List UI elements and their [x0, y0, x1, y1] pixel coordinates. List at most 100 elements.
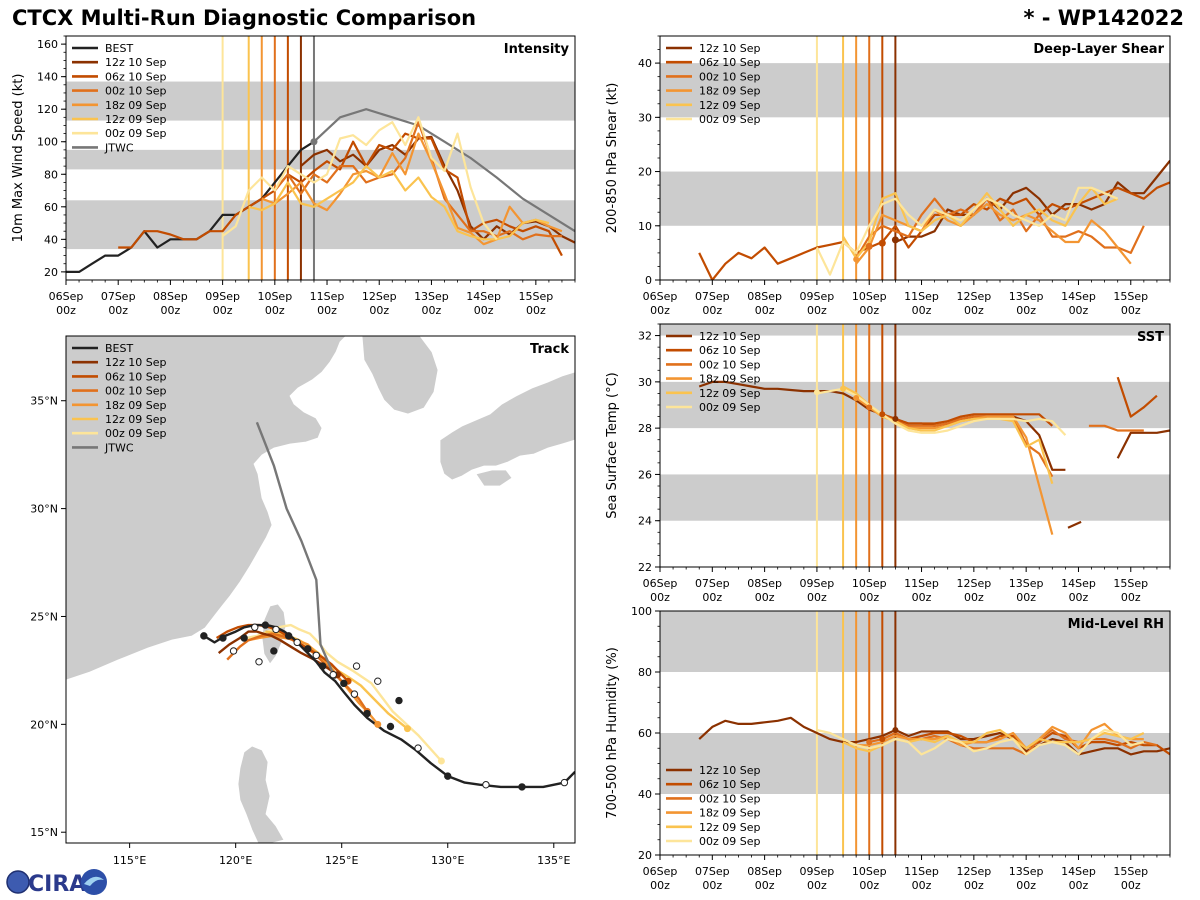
- intensity-xtick-label-hour: 00z: [474, 304, 494, 317]
- track-legend-label: BEST: [105, 342, 133, 355]
- sst-xtick-label-date: 12Sep: [956, 577, 991, 590]
- shear-legend-label: 00z 10 Sep: [699, 70, 761, 83]
- shear-band-0: [660, 171, 1170, 226]
- shear-xtick-label-hour: 00z: [1016, 304, 1036, 317]
- intensity-xtick-label-date: 14Sep: [466, 290, 501, 303]
- rh-init-marker: [892, 726, 899, 733]
- shear-ylabel: 200-850 hPa Shear (kt): [605, 83, 620, 234]
- shear-legend-label: 06z 10 Sep: [699, 56, 761, 69]
- sst-init-marker: [892, 415, 899, 422]
- sst-xtick-label-hour: 00z: [1121, 591, 1141, 604]
- rh-xtick-label-hour: 00z: [859, 879, 879, 892]
- shear-plot-area: [660, 36, 1170, 280]
- sst-xtick-label-date: 10Sep: [852, 577, 887, 590]
- track-best-marker: [414, 744, 422, 752]
- shear-panel-title: Deep-Layer Shear: [1033, 42, 1164, 57]
- sst-ylabel: Sea Surface Temp (°C): [605, 372, 620, 519]
- rh-series-line: [816, 728, 1145, 756]
- shear-xtick-label-hour: 00z: [755, 304, 775, 317]
- rh-xtick-label-hour: 00z: [1016, 879, 1036, 892]
- shear-ytick-label: 30: [638, 111, 652, 124]
- sst-ytick-label: 24: [638, 515, 652, 528]
- track-best-marker: [318, 662, 327, 670]
- track-best-marker: [304, 645, 312, 653]
- track-best-marker: [219, 634, 227, 642]
- track-best-marker: [352, 662, 361, 670]
- land-korea: [361, 336, 439, 415]
- shear-xtick-label-date: 14Sep: [1061, 290, 1096, 303]
- sst-series-line: [881, 413, 1054, 427]
- track-best-marker: [261, 621, 270, 629]
- track-best-marker: [560, 778, 569, 787]
- sst-ytick-label: 26: [638, 468, 652, 481]
- logo-globe-icon: [6, 870, 30, 894]
- shear-xtick-label-date: 06Sep: [643, 290, 678, 303]
- sst-xtick-label-hour: 00z: [859, 591, 879, 604]
- rh-legend-label: 12z 10 Sep: [699, 764, 761, 777]
- sst-xtick-label-hour: 00z: [755, 591, 775, 604]
- track-legend-label: 00z 10 Sep: [105, 385, 167, 398]
- rh-plot-area: [660, 611, 1170, 855]
- track-best-marker: [270, 647, 278, 655]
- shear-series-line: [855, 203, 1132, 265]
- land-mainland-china: [66, 336, 347, 681]
- track-best-marker: [284, 632, 293, 640]
- track-map-land: [66, 336, 575, 843]
- shear-init-marker: [853, 256, 860, 263]
- track-ytick-label: 30°N: [30, 503, 58, 516]
- rh-xtick-label-hour: 00z: [912, 879, 932, 892]
- rh-xtick-label-date: 09Sep: [800, 865, 835, 878]
- rh-xtick-label-date: 12Sep: [956, 865, 991, 878]
- shear-xtick-label-date: 10Sep: [852, 290, 887, 303]
- intensity-xtick-label-date: 15Sep: [518, 290, 553, 303]
- sst-ytick-label: 30: [638, 376, 652, 389]
- sst-panel-title: SST: [1137, 330, 1164, 345]
- rh-xtick-label-hour: 00z: [1121, 879, 1141, 892]
- intensity-band-2: [66, 81, 575, 121]
- shear-series-line: [815, 186, 1119, 276]
- logo-swirl-mark: [84, 876, 104, 886]
- sst-xtick-label-date: 11Sep: [904, 577, 939, 590]
- intensity-series-line: [273, 121, 562, 241]
- shear-series-line: [894, 160, 1170, 244]
- intensity-jtwc-marker: [310, 138, 318, 146]
- track-best-marker: [340, 679, 348, 688]
- intensity-xtick-label-date: 09Sep: [205, 290, 240, 303]
- rh-ytick-label: 80: [638, 666, 652, 679]
- shear-init-marker: [865, 242, 873, 250]
- storm-id: * - WP142022: [1023, 6, 1184, 30]
- track-best-marker: [350, 690, 359, 698]
- sst-xtick-label-hour: 00z: [650, 591, 670, 604]
- shear-ytick-label: 10: [638, 220, 652, 233]
- track-best-marker: [293, 638, 301, 647]
- rh-ytick-label: 100: [631, 605, 652, 618]
- shear-legend-label: 18z 09 Sep: [699, 85, 761, 98]
- intensity-legend-label: JTWC: [104, 141, 134, 154]
- intensity-legend-label: 06z 10 Sep: [105, 70, 167, 83]
- track-legend-label: 18z 09 Sep: [105, 399, 167, 412]
- track-best-marker: [444, 772, 452, 780]
- sst-xtick-label-date: 09Sep: [800, 577, 835, 590]
- track-xtick-label: 125°E: [325, 854, 358, 867]
- shear-xtick-label-date: 15Sep: [1113, 290, 1148, 303]
- intensity-series-line: [118, 132, 563, 257]
- shear-series-line: [881, 181, 1170, 249]
- intensity-xtick-label-date: 07Sep: [101, 290, 136, 303]
- rh-init-marker: [866, 739, 873, 746]
- rh-xtick-label-hour: 00z: [702, 879, 722, 892]
- shear-ytick-label: 0: [645, 274, 652, 287]
- sst-frame: [659, 323, 1171, 568]
- sst-xtick-label-date: 06Sep: [643, 577, 678, 590]
- sst-legend-label: 00z 09 Sep: [699, 401, 761, 414]
- intensity-xtick-label-hour: 00z: [213, 304, 233, 317]
- sst-xtick-label-hour: 00z: [702, 591, 722, 604]
- rh-legend-label: 06z 10 Sep: [699, 778, 761, 791]
- land-luzon: [237, 745, 285, 843]
- track-best-marker: [312, 651, 320, 660]
- intensity-panel-title: Intensity: [504, 42, 570, 57]
- sst-xtick-label-hour: 00z: [1069, 591, 1089, 604]
- intensity-series-line: [313, 108, 575, 233]
- plot-layer: 2040608010012014016006Sep00z07Sep00z08Se…: [11, 35, 1171, 892]
- rh-xtick-label-date: 10Sep: [852, 865, 887, 878]
- sst-xtick-label-date: 15Sep: [1113, 577, 1148, 590]
